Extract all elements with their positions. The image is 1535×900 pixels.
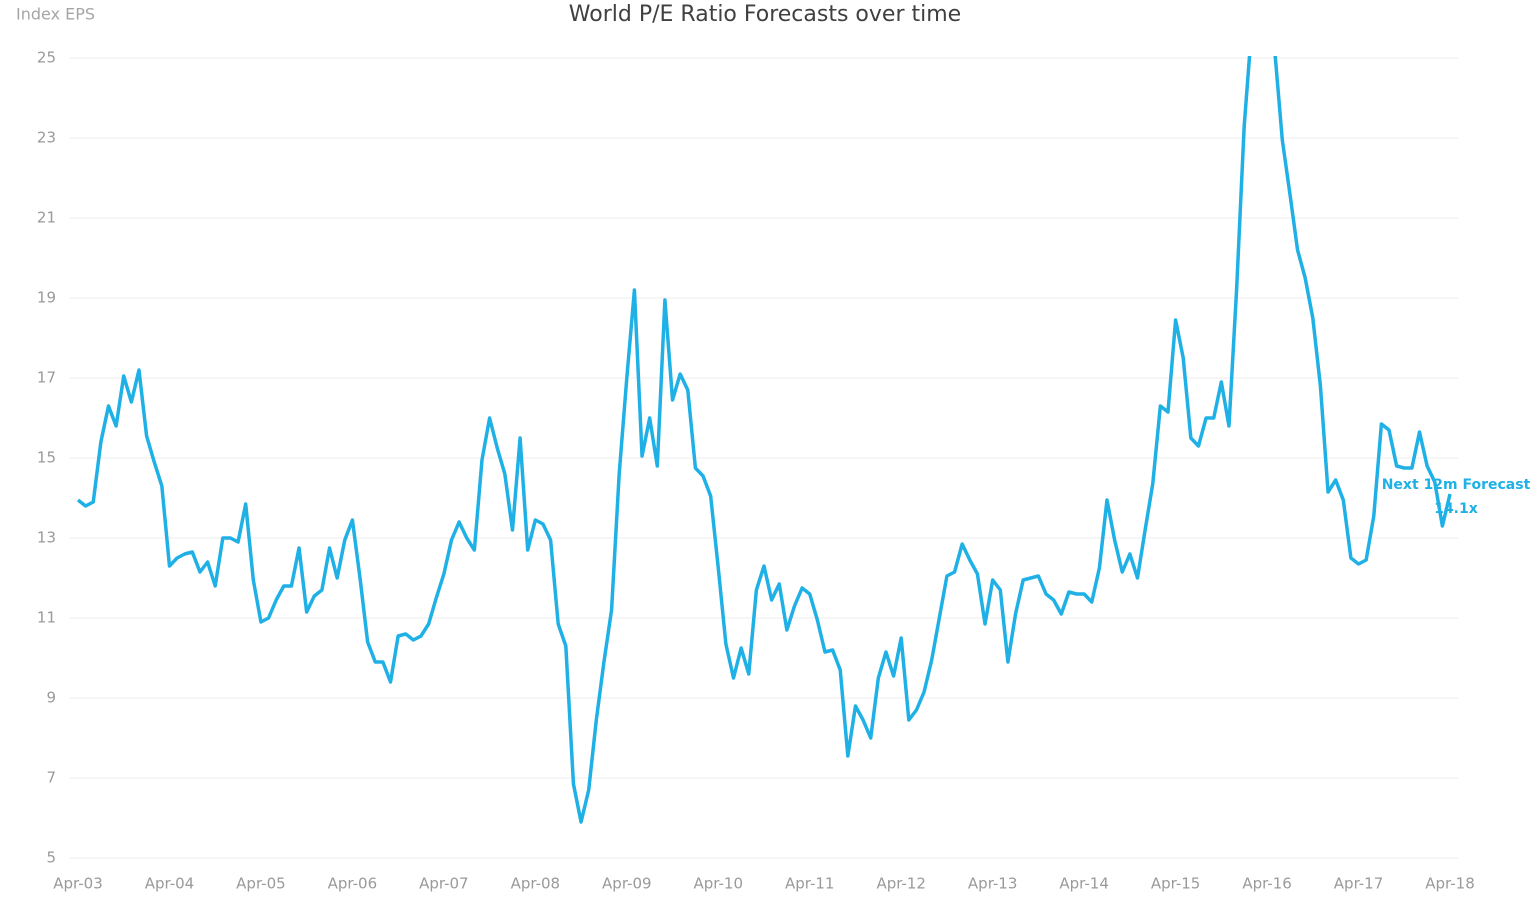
plot-area	[76, 56, 1452, 824]
x-tick-label: Apr-04	[145, 875, 195, 893]
x-tick-label: Apr-12	[876, 875, 926, 893]
annotation: 14.1x	[1434, 501, 1478, 517]
x-tick-label: Apr-03	[53, 875, 103, 893]
grid	[70, 57, 1458, 859]
chart-title: World P/E Ratio Forecasts over time	[569, 2, 961, 27]
data-line	[76, 56, 1452, 824]
y-tick-label: 13	[37, 529, 56, 547]
x-tick-label: Apr-05	[236, 875, 286, 893]
y-tick-label: 15	[37, 449, 56, 467]
x-tick-label: Apr-18	[1425, 875, 1475, 893]
x-tick-label: Apr-08	[511, 875, 561, 893]
y-tick-label: 25	[37, 49, 56, 67]
x-tick-label: Apr-09	[602, 875, 652, 893]
x-tick-label: Apr-14	[1059, 875, 1109, 893]
x-tick-label: Apr-07	[419, 875, 469, 893]
x-tick-label: Apr-15	[1151, 875, 1201, 893]
y-tick-label: 23	[37, 129, 56, 147]
y-tick-label: 5	[46, 849, 56, 867]
y-tick-label: 9	[46, 689, 56, 707]
x-tick-label: Apr-16	[1242, 875, 1292, 893]
y-tick-label: 19	[37, 289, 56, 307]
x-tick-label: Apr-13	[968, 875, 1018, 893]
x-tick-label: Apr-17	[1334, 875, 1384, 893]
x-tick-label: Apr-10	[694, 875, 744, 893]
y-tick-label: 21	[37, 209, 56, 227]
annotation: Next 12m Forecast	[1382, 477, 1531, 493]
y-axis-label: Index EPS	[16, 5, 95, 24]
y-tick-label: 7	[46, 769, 56, 787]
y-tick-label: 11	[37, 609, 56, 627]
x-tick-label: Apr-06	[328, 875, 378, 893]
y-tick-label: 17	[37, 369, 56, 387]
x-tick-label: Apr-11	[785, 875, 835, 893]
